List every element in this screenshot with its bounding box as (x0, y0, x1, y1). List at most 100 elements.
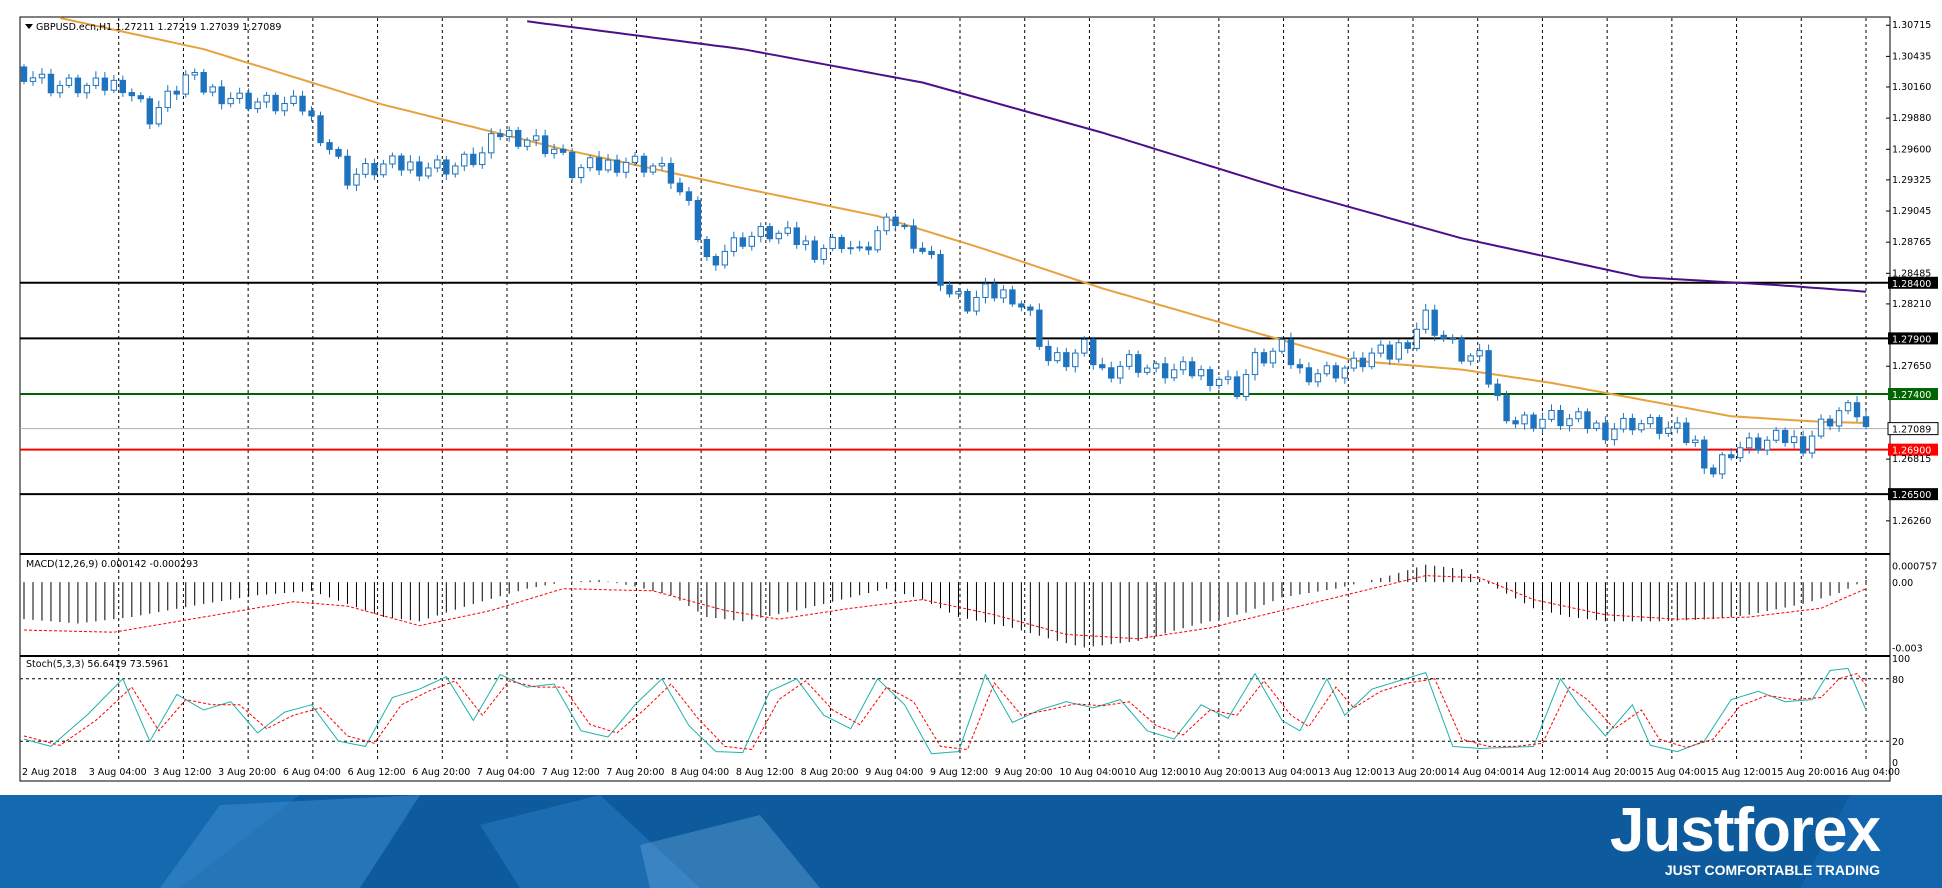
candle-body (245, 92, 252, 110)
candle-body (1521, 414, 1528, 425)
candle-body (820, 247, 827, 260)
time-axis: 2 Aug 2018 3 Aug 04:00 3 Aug 12:00 3 Aug 20… (22, 767, 1900, 778)
candle (586, 155, 594, 172)
candle-body (1099, 364, 1106, 369)
candle (308, 106, 315, 122)
candle (353, 168, 360, 191)
candle-body (101, 77, 109, 91)
candle (74, 74, 82, 98)
candle-body (191, 72, 198, 76)
time-label: 7 Aug 12:00 (542, 767, 600, 778)
candle (811, 236, 818, 263)
time-label: 8 Aug 04:00 (671, 767, 729, 778)
candle-body (991, 283, 998, 299)
candle-body (371, 163, 378, 176)
candle-body (344, 155, 351, 186)
time-label: 13 Aug 04:00 (1254, 767, 1318, 778)
price-tick-label: 1.28765 (1892, 237, 1931, 248)
candle (1593, 420, 1600, 432)
candle (479, 146, 486, 169)
candle-body (1638, 423, 1645, 431)
candle-body (1557, 409, 1564, 427)
candle (532, 129, 540, 147)
candle (389, 152, 396, 169)
brand-tagline: JUST COMFORTABLE TRADING (1664, 862, 1880, 878)
candle-body (119, 79, 127, 94)
brand-banner (0, 795, 1942, 888)
candle-body (1728, 454, 1735, 459)
candle (470, 147, 477, 168)
candle (559, 144, 567, 156)
time-label: 14 Aug 04:00 (1448, 767, 1512, 778)
candle (164, 85, 171, 112)
price-tick-label: 1.30715 (1892, 20, 1931, 31)
candle (1790, 429, 1798, 449)
candle (1350, 351, 1358, 372)
candle-body (1126, 354, 1133, 367)
candle-body (1170, 369, 1178, 379)
candle (38, 68, 46, 84)
candle-body (1611, 428, 1618, 441)
candle-body (1674, 422, 1681, 429)
candle-body (1063, 352, 1070, 368)
candle (200, 69, 207, 95)
candle-body (254, 101, 261, 110)
candle (541, 129, 549, 158)
candle (1772, 426, 1780, 444)
candle (1665, 421, 1672, 437)
price-tick-label: 1.26815 (1892, 454, 1931, 465)
candle (604, 153, 612, 173)
candle (1260, 348, 1268, 367)
candle-body (1143, 367, 1151, 373)
candle-body (586, 157, 594, 169)
candle-body (721, 250, 729, 266)
candle (955, 288, 962, 300)
candle-body (775, 232, 782, 240)
candle-body (1179, 361, 1187, 371)
candle (326, 139, 333, 155)
candle-body (1539, 418, 1546, 429)
chart-frame (19, 16, 1891, 782)
candle-body (1799, 436, 1807, 454)
level-price-tag (1888, 488, 1938, 501)
candle (784, 221, 791, 237)
stoch-scale-label: 100 (1892, 654, 1910, 665)
candle-body (1054, 352, 1061, 362)
candle (1224, 370, 1232, 385)
candle-body (1134, 354, 1142, 373)
price-tick-label: 1.29045 (1892, 206, 1931, 217)
candle (56, 80, 64, 98)
candle (1251, 347, 1259, 381)
symbol-header: GBPUSD.ecn,H1 1.27211 1.27219 1.27039 1.… (36, 22, 281, 33)
candle (380, 159, 387, 178)
chart-header: GBPUSD.ecn,H1 1.27211 1.27219 1.27039 1.… (25, 22, 281, 33)
candle-body (1790, 436, 1798, 444)
candle-body (523, 139, 531, 147)
candle-body (1296, 364, 1304, 369)
dropdown-triangle-icon[interactable] (25, 24, 33, 29)
banner-shape (480, 795, 700, 888)
candle-body (1206, 369, 1214, 386)
candle-body (497, 133, 504, 138)
price-tick-label: 1.29600 (1892, 144, 1931, 155)
candle (1557, 405, 1564, 430)
candle (1233, 370, 1241, 400)
candle (595, 151, 603, 176)
stoch-main-line (23, 667, 1867, 755)
candle-body (470, 153, 477, 166)
candle-body (937, 254, 944, 286)
candle-body (1027, 306, 1034, 311)
candle-body (1844, 402, 1852, 412)
candle-body (173, 90, 180, 95)
candle (155, 100, 162, 127)
candle-body (335, 148, 342, 157)
candle-body (1817, 418, 1825, 437)
candle-body (1449, 337, 1456, 340)
candle-body (65, 77, 73, 86)
candle-body (1647, 417, 1654, 425)
time-label: 10 Aug 20:00 (1189, 767, 1253, 778)
candle-body (1763, 439, 1771, 451)
candle (748, 231, 756, 251)
candle (703, 236, 711, 261)
candle (1269, 347, 1277, 369)
